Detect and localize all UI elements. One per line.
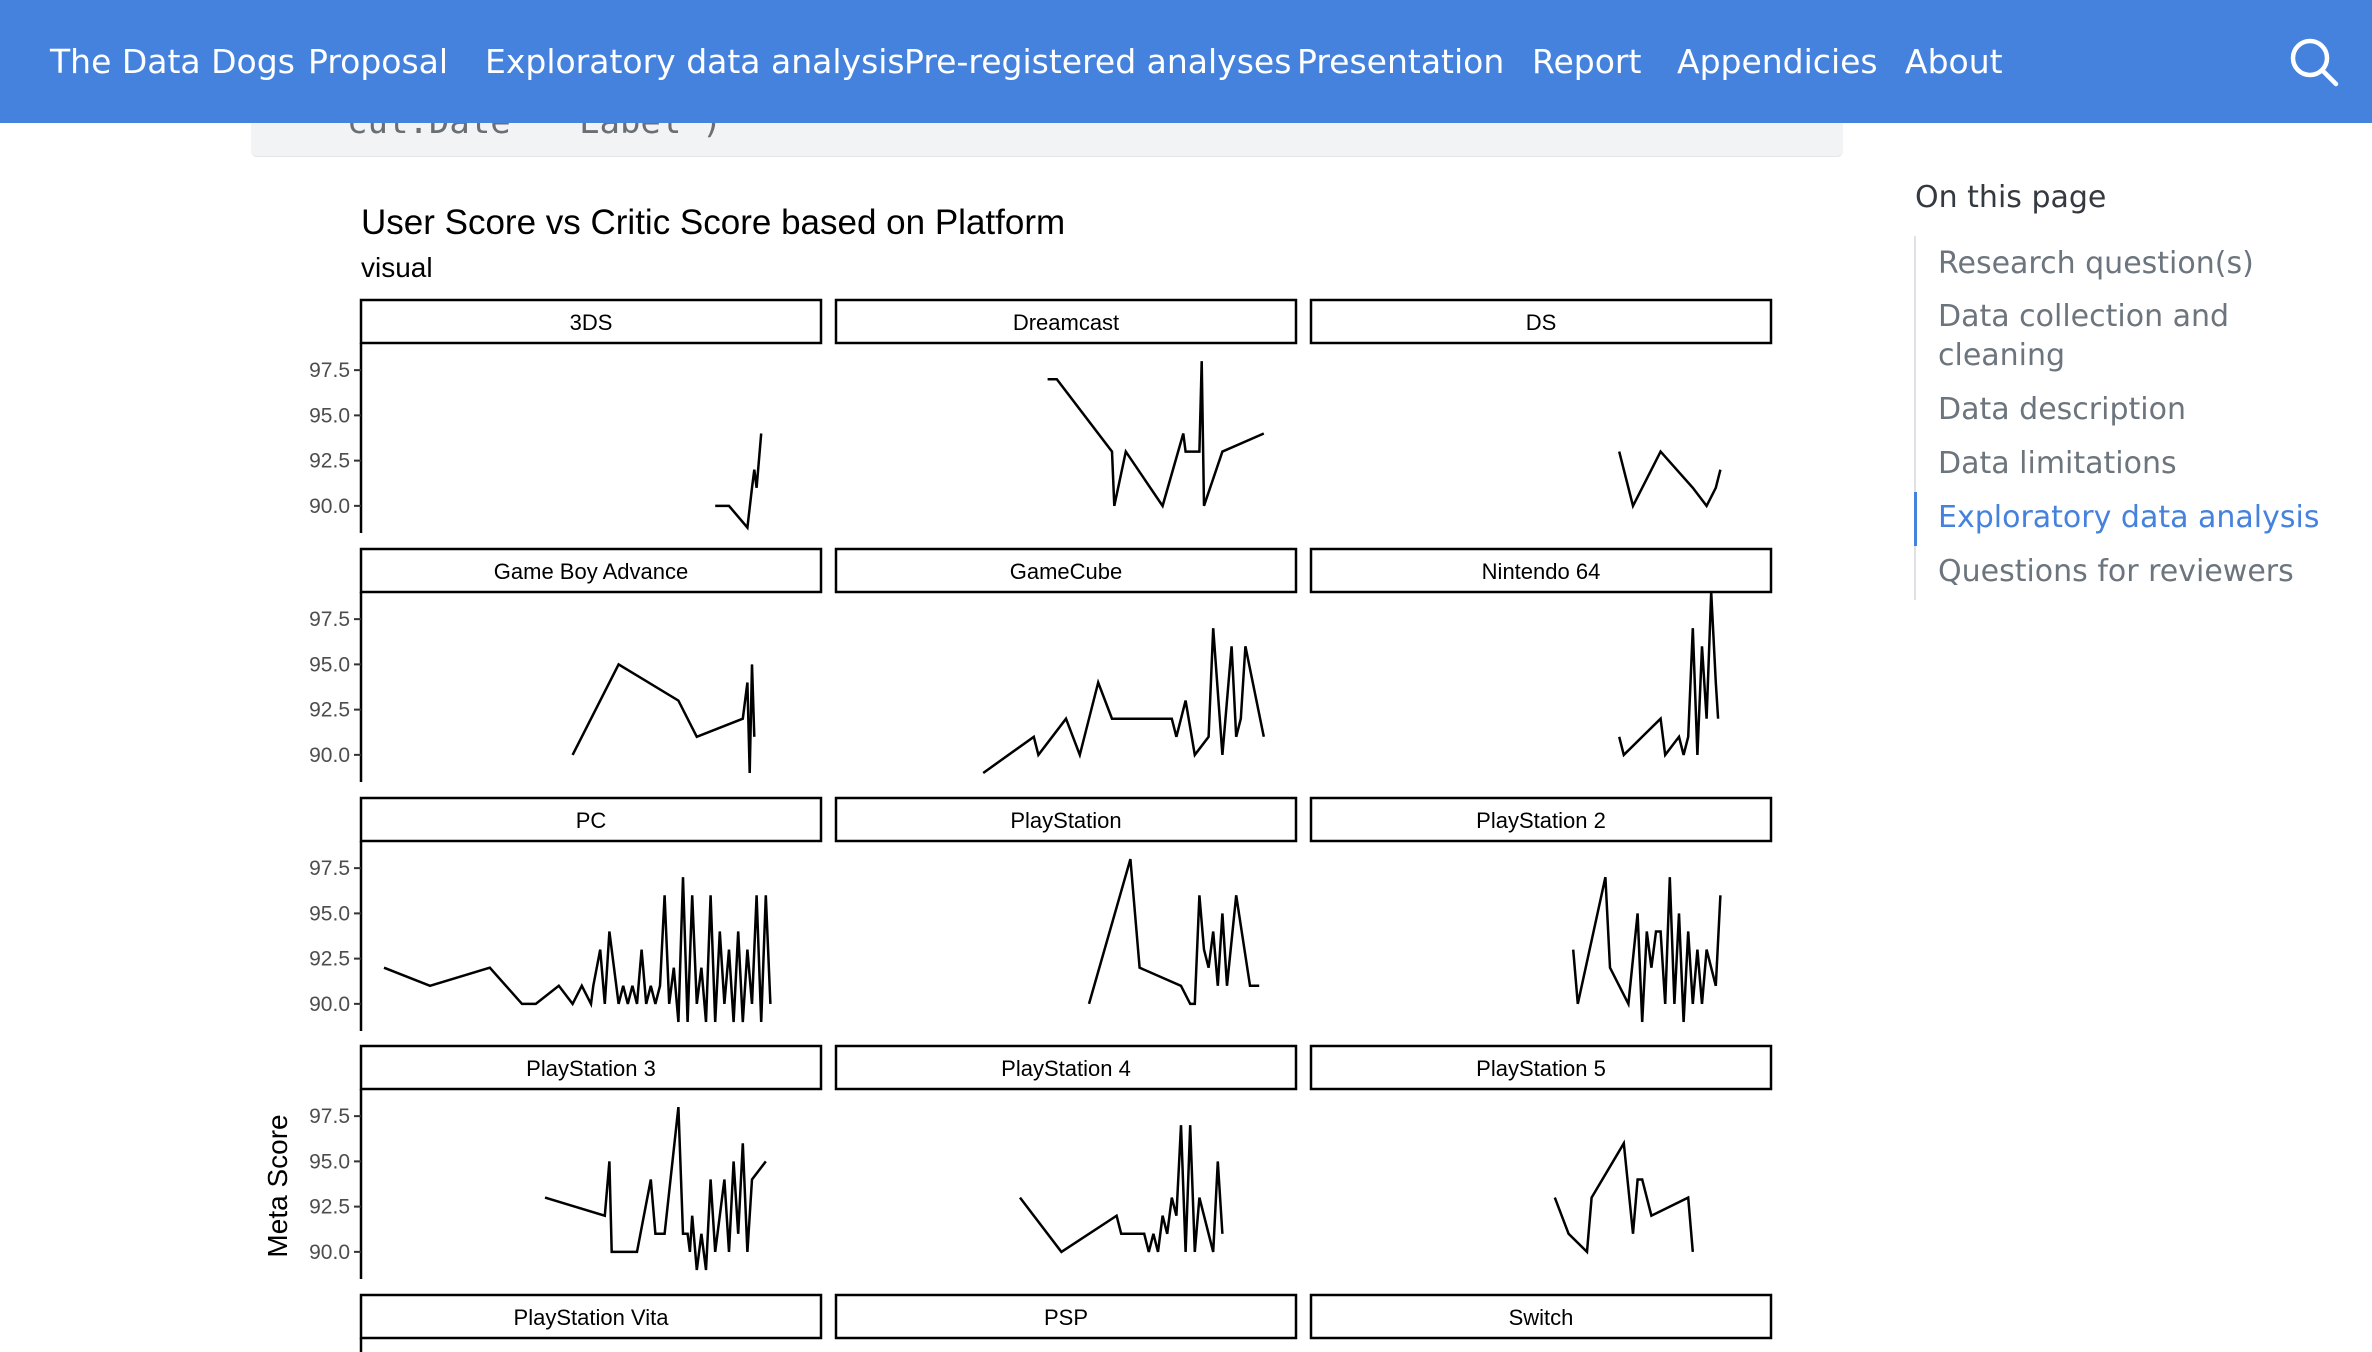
navbar-brand[interactable]: The Data Dogs (50, 42, 295, 81)
facet-playstation-2: PlayStation 2 (1309, 796, 1773, 1023)
facet-playstation-5: PlayStation 5 (1309, 1044, 1773, 1255)
y-tick-label: 95.0 (309, 404, 350, 427)
facet-strip (834, 1044, 1298, 1091)
series-line (571, 662, 756, 774)
facet-gamecube: GameCube (834, 547, 1298, 775)
toc-item-research-questions[interactable]: Research question(s) (1938, 246, 2254, 281)
nav-item-presentation[interactable]: Presentation (1297, 42, 1505, 81)
facet-strip (1309, 796, 1773, 843)
facet-strip-label: PlayStation 3 (526, 1056, 656, 1081)
series-line (982, 628, 1266, 775)
series-line (1553, 1139, 1695, 1255)
facet-strip (1309, 298, 1773, 345)
y-tick-label: 95.0 (309, 653, 350, 676)
toc-rule (1914, 236, 1916, 600)
facet-strip-label: PlayStation Vita (514, 1305, 670, 1330)
nav-item-about[interactable]: About (1905, 42, 2003, 81)
y-tick-label: 90.0 (309, 1241, 350, 1264)
y-tick-label: 92.5 (309, 699, 350, 722)
facet-strip (1309, 1293, 1773, 1340)
nav-item-pre-registered-analyses[interactable]: Pre-registered analyses (904, 42, 1292, 81)
facet-strip (359, 298, 823, 345)
series-line (1617, 449, 1722, 510)
facet-strip (834, 1293, 1298, 1340)
y-tick-label: 97.5 (309, 857, 350, 880)
y-tick-label: 90.0 (309, 993, 350, 1016)
top-navbar: The Data Dogs Proposal Exploratory data … (0, 0, 2372, 123)
series-line (1571, 876, 1722, 1023)
facet-strip-label: PC (576, 808, 607, 833)
facet-pc: PC 97.5 95.0 92.5 90.0 (309, 796, 823, 1031)
y-tick-label: 97.5 (309, 608, 350, 631)
nav-item-exploratory-data-analysis[interactable]: Exploratory data analysis (485, 42, 905, 81)
series-line (1087, 858, 1260, 1006)
y-tick-label: 90.0 (309, 744, 350, 767)
facet-strip-label: DS (1526, 310, 1557, 335)
facet-strip-label: PlayStation 4 (1001, 1056, 1131, 1081)
series-line (715, 433, 763, 531)
facet-strip (359, 1044, 823, 1091)
toc-item-data-limitations[interactable]: Data limitations (1938, 446, 2177, 481)
toc-item-data-description[interactable]: Data description (1938, 392, 2186, 427)
facet-playstation-vita: PlayStation Vita (359, 1293, 823, 1352)
facet-dreamcast: Dreamcast (834, 298, 1298, 509)
series-line (383, 877, 772, 1023)
facet-strip (834, 547, 1298, 594)
series-line (1617, 591, 1720, 759)
facet-strip-label: Dreamcast (1013, 310, 1119, 335)
series-line (1019, 1125, 1224, 1254)
facet-game-boy-advance: Game Boy Advance 97.5 95.0 92.5 90.0 (309, 547, 823, 782)
faceted-line-chart: User Score vs Critic Score based on Plat… (262, 203, 1773, 1352)
y-tick-label: 95.0 (309, 902, 350, 925)
facet-playstation: PlayStation (834, 796, 1298, 1006)
series-line (1047, 361, 1265, 509)
facet-strip-label: PlayStation 5 (1476, 1056, 1606, 1081)
y-tick-label: 90.0 (309, 495, 350, 518)
facet-switch: Switch (1309, 1293, 1773, 1340)
facet-strip-label: Switch (1509, 1305, 1574, 1330)
series-line (544, 1106, 767, 1271)
y-tick-label: 95.0 (309, 1150, 350, 1173)
y-tick-label: 92.5 (309, 948, 350, 971)
facet-strip-label: PlayStation 2 (1476, 808, 1606, 833)
toc-active-indicator (1914, 492, 1917, 546)
toc-title: On this page (1915, 180, 2107, 215)
facet-strip (1309, 1044, 1773, 1091)
facet-nintendo-64: Nintendo 64 (1309, 547, 1773, 759)
y-tick-label: 92.5 (309, 1196, 350, 1219)
facet-ds: DS (1309, 298, 1773, 510)
facet-strip-label: Nintendo 64 (1482, 559, 1601, 584)
facet-strip (1309, 547, 1773, 594)
facet-strip (359, 796, 823, 843)
toc-item-data-collection-and-cleaning[interactable]: Data collection and cleaning (1938, 299, 2230, 373)
facet-playstation-4: PlayStation 4 (834, 1044, 1298, 1254)
facet-strip (359, 1293, 823, 1340)
facet-strip-label: 3DS (570, 310, 613, 335)
facet-3ds: 3DS 97.5 95.0 92.5 90.0 (309, 298, 823, 533)
facet-playstation-3: PlayStation 3 97.5 95.0 92.5 90.0 (309, 1044, 823, 1279)
toc-item-exploratory-data-analysis[interactable]: Exploratory data analysis (1938, 500, 2320, 535)
chart-title: User Score vs Critic Score based on Plat… (361, 203, 1065, 242)
toc-item-questions-for-reviewers[interactable]: Questions for reviewers (1938, 554, 2294, 589)
facet-strip (834, 298, 1298, 345)
y-tick-label: 97.5 (309, 1105, 350, 1128)
facet-psp: PSP (834, 1293, 1298, 1340)
y-tick-label: 92.5 (309, 450, 350, 473)
facet-strip-label: Game Boy Advance (494, 559, 688, 584)
nav-item-appendicies[interactable]: Appendicies (1677, 42, 1878, 81)
facet-strip-label: PlayStation (1010, 808, 1121, 833)
facet-strip-label: GameCube (1010, 559, 1123, 584)
nav-item-report[interactable]: Report (1532, 42, 1642, 81)
search-icon[interactable] (2288, 36, 2340, 88)
chart-subtitle: visual (361, 252, 433, 283)
y-tick-label: 97.5 (309, 359, 350, 382)
facet-strip-label: PSP (1044, 1305, 1088, 1330)
nav-item-proposal[interactable]: Proposal (308, 42, 449, 81)
y-axis-label: Meta Score (262, 1114, 293, 1257)
facet-strip (359, 547, 823, 594)
facet-strip (834, 796, 1298, 843)
